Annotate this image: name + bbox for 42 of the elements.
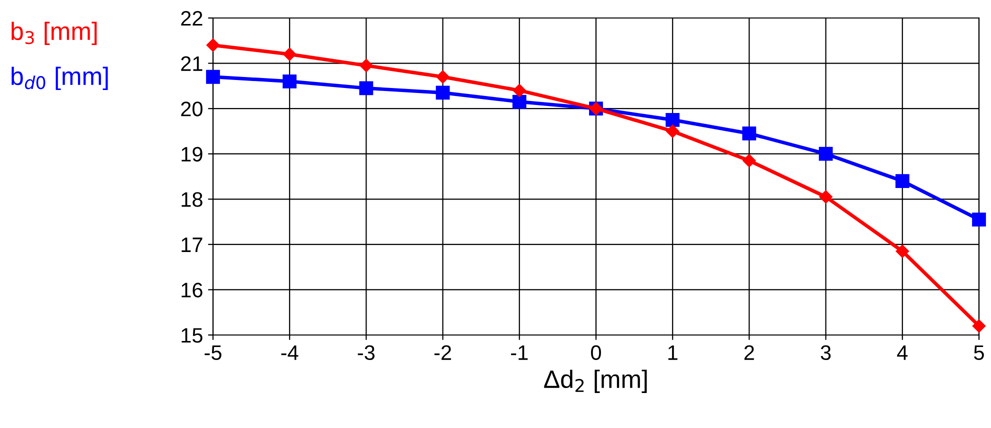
point xyxy=(896,244,909,258)
x-tick-label: 0 xyxy=(591,345,601,360)
x-tick-label: -1 xyxy=(511,345,528,360)
x-tick-label: -2 xyxy=(434,345,452,360)
point xyxy=(359,81,374,96)
point xyxy=(436,86,450,100)
point xyxy=(283,48,296,61)
point xyxy=(282,74,297,88)
y-tick-label: 15 xyxy=(182,328,202,343)
point xyxy=(818,146,833,161)
point xyxy=(512,84,526,98)
text: b$_{3}$ [mm] xyxy=(12,22,97,46)
point xyxy=(742,126,756,140)
y-tick-label: 20 xyxy=(181,102,202,116)
y-tick-label: 16 xyxy=(182,282,202,298)
point xyxy=(206,38,220,52)
point xyxy=(742,154,756,168)
y-tick-label: 18 xyxy=(182,192,202,207)
point xyxy=(972,319,986,333)
x-tick-label: 5 xyxy=(974,345,984,360)
point xyxy=(819,190,832,204)
x-tick-label: -3 xyxy=(358,345,375,360)
x-tick-label: 3 xyxy=(820,345,831,360)
y-tick-label: 21 xyxy=(181,56,202,71)
x-tick-label: -4 xyxy=(281,345,298,360)
point xyxy=(206,70,220,84)
point xyxy=(666,124,680,138)
y-tick-label: 22 xyxy=(181,11,202,26)
x-tick-label: 4 xyxy=(897,345,908,360)
text: b$_{d0}$ [mm] xyxy=(12,66,108,90)
point xyxy=(666,112,680,127)
point xyxy=(436,70,450,84)
x-tick-label: -5 xyxy=(204,345,222,360)
point xyxy=(895,174,910,188)
point xyxy=(360,58,373,72)
x-tick-label: 1 xyxy=(668,345,678,360)
point xyxy=(512,94,526,109)
x-axis-title: Δd$_{2}$ [mm] xyxy=(544,370,647,394)
point xyxy=(972,212,986,226)
y-tick-label: 17 xyxy=(182,238,202,252)
y-tick-label: 19 xyxy=(182,146,202,162)
x-tick-label: 2 xyxy=(744,345,754,360)
